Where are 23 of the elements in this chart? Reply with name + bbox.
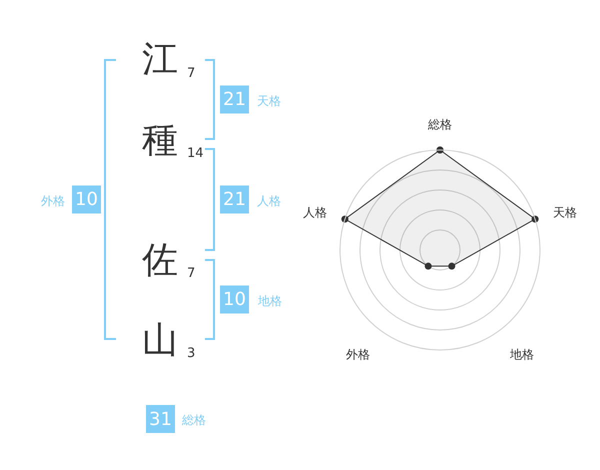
- text: 10: [75, 189, 98, 210]
- text: 外格: [41, 194, 65, 208]
- text: 地格: [257, 294, 282, 308]
- spoke-label: 天格: [553, 206, 578, 220]
- text: 7: [187, 66, 196, 81]
- text: 3: [187, 346, 196, 361]
- spoke-label: 外格: [346, 347, 370, 362]
- spoke-label: 総格: [427, 118, 452, 132]
- text: 種: [142, 120, 178, 161]
- text: 21: [223, 89, 246, 110]
- text: 天格: [257, 94, 281, 108]
- text: 山: [142, 320, 178, 361]
- spoke-label: 地格: [508, 347, 534, 362]
- text: 7: [187, 266, 196, 281]
- text: 10: [223, 289, 246, 310]
- text: 人格: [257, 194, 281, 208]
- text: 14: [187, 146, 204, 161]
- spoke-label: 人格: [302, 206, 327, 220]
- text: 総格: [181, 413, 206, 427]
- text: 31: [149, 409, 172, 430]
- text: 江: [142, 39, 178, 80]
- text: 佐: [142, 240, 178, 281]
- text: 21: [223, 189, 246, 210]
